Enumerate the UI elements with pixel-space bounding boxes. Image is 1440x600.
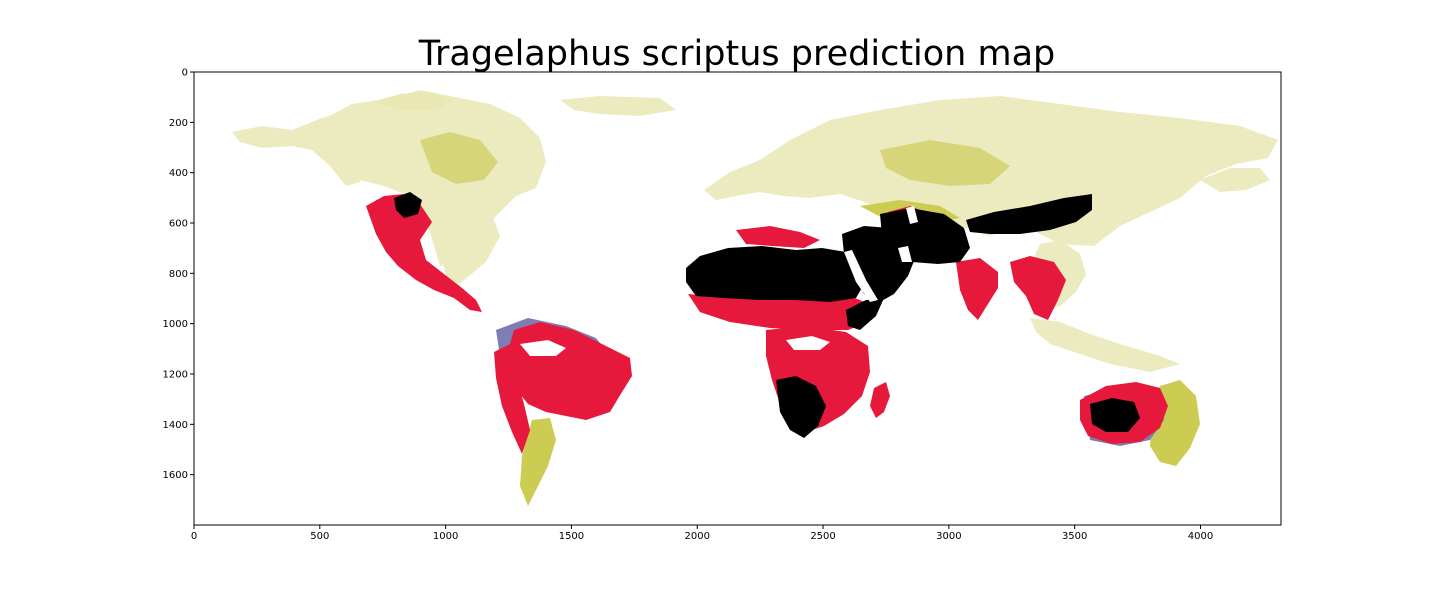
congo-white-band <box>786 336 830 350</box>
mongolia-gobi-very-high <box>966 194 1092 234</box>
y-tick-label: 600 <box>169 219 188 230</box>
y-tick-label: 0 <box>182 68 188 79</box>
x-tick-label: 3000 <box>936 531 961 542</box>
south-america-south <box>520 418 556 506</box>
pacific-east-asia <box>1200 168 1270 192</box>
x-tick-label: 500 <box>310 531 329 542</box>
axes-frame <box>193 71 1282 526</box>
y-tick-label: 1600 <box>163 470 188 481</box>
greenland-edge <box>560 96 676 116</box>
y-tick-label: 400 <box>169 168 188 179</box>
se-asia-islands <box>1030 318 1180 372</box>
horn-africa-very-high <box>846 298 884 330</box>
y-axis: 0 200 400 600 800 1000 1200 1400 1600 <box>163 68 194 481</box>
y-tick-label: 1000 <box>163 319 188 330</box>
australia-very-high <box>1090 398 1140 432</box>
x-tick-label: 4000 <box>1188 531 1213 542</box>
prediction-raster <box>232 90 1278 506</box>
y-tick-label: 200 <box>169 118 188 129</box>
x-tick-label: 3500 <box>1062 531 1087 542</box>
very-high-zones <box>394 192 1140 438</box>
persian-gulf <box>898 246 912 262</box>
andes-high <box>494 344 530 454</box>
kalahari-very-high <box>776 376 826 438</box>
x-tick-label: 2000 <box>685 531 710 542</box>
sahel-high <box>688 294 874 330</box>
northern-lands-low <box>232 90 1278 372</box>
se-asia-high <box>1010 256 1066 320</box>
canada-yellow <box>420 132 498 184</box>
amazon-white-band <box>520 340 566 356</box>
x-tick-label: 1000 <box>433 531 458 542</box>
figure-title: Tragelaphus scriptus prediction map <box>418 34 1056 74</box>
sahara-very-high <box>686 246 864 302</box>
x-axis: 0 500 1000 1500 2000 2500 3000 3500 4000 <box>191 525 1213 542</box>
y-tick-label: 1200 <box>163 370 188 381</box>
x-tick-label: 0 <box>191 531 197 542</box>
x-tick-label: 2500 <box>810 531 835 542</box>
mediterranean-high <box>736 226 820 248</box>
arctic-islands <box>372 92 452 110</box>
y-tick-label: 1400 <box>163 420 188 431</box>
x-tick-label: 1500 <box>559 531 584 542</box>
caspian <box>906 206 918 224</box>
siberia-yellow <box>880 140 1010 186</box>
red-sea <box>844 250 878 302</box>
south-america-high <box>506 322 632 420</box>
usa-east <box>436 194 500 290</box>
white-gaps <box>520 206 918 356</box>
mexico-central-america <box>366 194 482 312</box>
madagascar-high <box>870 382 890 418</box>
india-high <box>956 258 998 320</box>
usa-southwest-very-high <box>394 192 422 218</box>
y-tick-label: 800 <box>169 269 188 280</box>
